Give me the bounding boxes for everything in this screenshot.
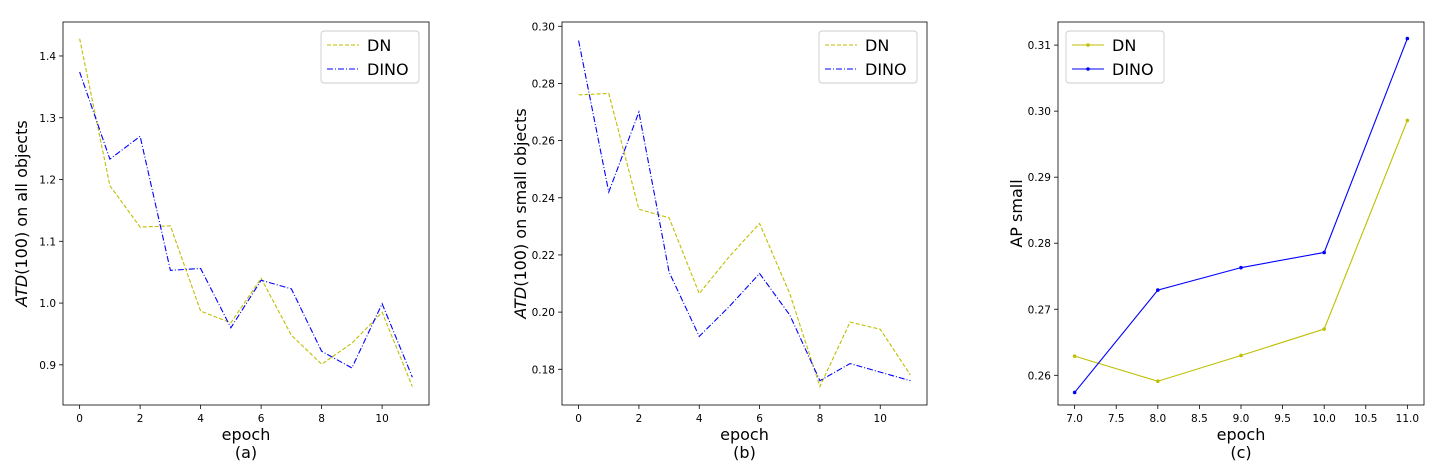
data-point-dino	[1156, 288, 1160, 292]
series-line-dn	[79, 38, 413, 387]
data-point-dn	[1072, 354, 1077, 358]
y-tick-label: 1.1	[39, 236, 56, 248]
panel-caption: (a)	[235, 443, 257, 462]
legend-label-dino: DINO	[865, 60, 907, 79]
chart-panel-2: 7.0 7.5 8.0 8.5 9.0 9.5 10.0 10.5 11.0 0.26 0.27 0.…	[1007, 21, 1425, 462]
x-tick-label: 6	[756, 413, 763, 425]
plot-frame	[1057, 21, 1425, 406]
y-tick-label: 1.3	[39, 113, 56, 125]
data-point-dn	[1239, 353, 1243, 358]
legend-label-dn: DN	[367, 36, 391, 55]
x-tick-label: 2	[636, 413, 643, 425]
x-tick-label: 8	[318, 413, 325, 425]
y-tick-label: 0.22	[532, 250, 555, 262]
data-point-dn	[1322, 327, 1326, 331]
x-tick-label: 4	[197, 413, 204, 425]
legend-label-dino: DINO	[1112, 60, 1154, 79]
data-point-dino	[1405, 36, 1410, 41]
y-tick-label: 0.28	[1028, 238, 1051, 250]
x-tick-label: 10	[375, 413, 388, 425]
series-line-dino	[1074, 38, 1408, 393]
y-tick-label: 0.20	[532, 307, 555, 319]
x-tick-label: 9.0	[1233, 413, 1250, 425]
x-tick-label: 6	[258, 413, 265, 425]
chart-panel-1: 0 2 4 6 8 10 0.18 0.20 0.22 0.24 0.26 0.28 0.30 DN DIN…	[511, 21, 928, 462]
y-tick-label: 0.31	[1028, 40, 1051, 52]
y-tick-label: 0.30	[532, 21, 555, 33]
chart-panel-0: 0 2 4 6 8 10 0.9 1.0 1.1 1.2 1.3 1.4 DN DINO epoch(a) A…	[12, 21, 430, 462]
y-tick-label: 0.24	[532, 193, 556, 205]
y-axis-title: ATD(100) on small objects	[511, 108, 530, 319]
x-tick-label: 10	[874, 413, 887, 425]
x-tick-label: 0	[575, 413, 582, 425]
y-axis-title-rest: (100) on all objects	[12, 120, 31, 275]
legend-label-dn: DN	[865, 36, 889, 55]
x-tick-label: 8	[817, 413, 824, 425]
x-axis-title: epoch	[222, 425, 271, 444]
y-axis-title: AP small	[1007, 179, 1026, 247]
y-tick-label: 0.30	[1028, 106, 1051, 118]
legend: DN DINO	[1065, 30, 1165, 84]
x-tick-label: 10.5	[1354, 413, 1377, 425]
x-tick-label: 11.0	[1396, 413, 1419, 425]
y-tick-label: 0.28	[532, 78, 555, 90]
legend-label-dn: DN	[1112, 36, 1136, 55]
x-tick-label: 2	[137, 413, 144, 425]
y-tick-label: 0.26	[532, 136, 556, 148]
y-tick-label: 0.18	[532, 364, 555, 376]
x-tick-label: 9.5	[1274, 413, 1291, 425]
x-tick-label: 4	[696, 413, 703, 425]
y-tick-label: 0.29	[1028, 172, 1051, 184]
legend-marker-dn	[1086, 43, 1090, 47]
plot-frame	[62, 21, 430, 406]
plot-frame	[561, 21, 928, 406]
y-tick-label: 0.27	[1028, 304, 1051, 316]
panel-caption: (c)	[1230, 443, 1251, 462]
series-line-dino	[79, 71, 413, 378]
data-point-dino	[1239, 265, 1243, 270]
legend-box	[818, 30, 918, 84]
x-tick-label: 7.5	[1108, 413, 1125, 425]
y-tick-label: 0.26	[1028, 370, 1052, 382]
legend: DN DINO	[320, 30, 420, 84]
y-axis-title-italic: ATD	[12, 275, 31, 308]
y-axis-title: ATD(100) on all objects	[12, 120, 31, 307]
x-tick-label: 0	[76, 413, 83, 425]
x-axis-title: epoch	[1217, 425, 1266, 444]
y-axis-title-rest: AP small	[1007, 179, 1026, 247]
data-point-dn	[1156, 379, 1160, 384]
y-tick-label: 1.4	[39, 51, 56, 63]
x-tick-label: 10.0	[1312, 413, 1335, 425]
legend-box	[320, 30, 420, 84]
legend-box	[1065, 30, 1165, 84]
x-tick-label: 8.0	[1149, 413, 1166, 425]
y-tick-label: 0.9	[39, 360, 56, 372]
y-axis-title-rest: (100) on small objects	[511, 108, 530, 286]
y-tick-label: 1.2	[39, 175, 56, 187]
data-point-dino	[1072, 390, 1077, 395]
data-point-dn	[1405, 118, 1410, 123]
data-point-dino	[1322, 250, 1326, 255]
x-tick-label: 7.0	[1066, 413, 1083, 425]
x-axis-title: epoch	[720, 425, 769, 444]
series-line-dn	[1074, 120, 1408, 382]
legend-marker-dino	[1086, 67, 1090, 71]
legend-label-dino: DINO	[367, 60, 409, 79]
panel-caption: (b)	[733, 443, 756, 462]
y-axis-title-italic: ATD	[511, 287, 530, 320]
series-line-dino	[578, 40, 911, 382]
legend: DN DINO	[818, 30, 918, 84]
x-tick-label: 8.5	[1191, 413, 1208, 425]
series-line-dn	[578, 92, 911, 388]
y-tick-label: 1.0	[39, 298, 56, 310]
